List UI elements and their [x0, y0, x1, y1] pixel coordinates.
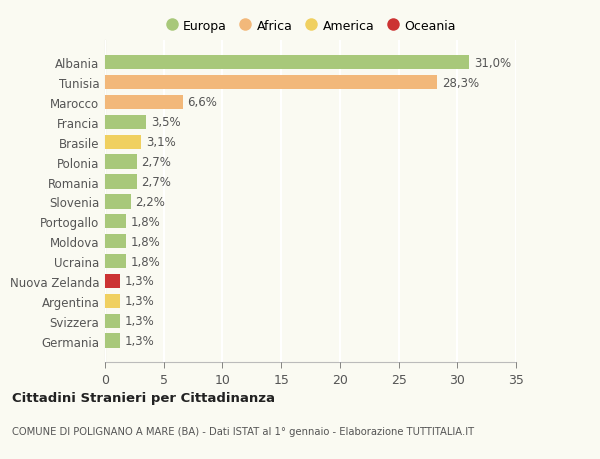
Bar	[105, 254, 126, 269]
Bar	[105, 294, 120, 308]
Bar	[105, 314, 120, 328]
Bar	[105, 76, 437, 90]
Text: 1,3%: 1,3%	[125, 314, 155, 328]
Text: 1,8%: 1,8%	[131, 235, 161, 248]
Bar	[105, 155, 137, 169]
Text: 1,8%: 1,8%	[131, 255, 161, 268]
Text: 28,3%: 28,3%	[442, 76, 479, 90]
Text: 1,3%: 1,3%	[125, 275, 155, 288]
Text: 1,3%: 1,3%	[125, 334, 155, 347]
Text: 3,5%: 3,5%	[151, 116, 181, 129]
Text: 6,6%: 6,6%	[187, 96, 217, 109]
Text: COMUNE DI POLIGNANO A MARE (BA) - Dati ISTAT al 1° gennaio - Elaborazione TUTTIT: COMUNE DI POLIGNANO A MARE (BA) - Dati I…	[12, 426, 474, 436]
Bar	[105, 274, 120, 288]
Bar	[105, 116, 146, 130]
Text: 2,7%: 2,7%	[142, 156, 171, 169]
Text: 3,1%: 3,1%	[146, 136, 176, 149]
Bar	[105, 135, 142, 150]
Text: 1,3%: 1,3%	[125, 295, 155, 308]
Text: 2,7%: 2,7%	[142, 176, 171, 189]
Bar	[105, 334, 120, 348]
Bar	[105, 235, 126, 249]
Text: Cittadini Stranieri per Cittadinanza: Cittadini Stranieri per Cittadinanza	[12, 392, 275, 405]
Text: 2,2%: 2,2%	[136, 196, 166, 208]
Text: 1,8%: 1,8%	[131, 215, 161, 228]
Bar	[105, 215, 126, 229]
Bar	[105, 95, 182, 110]
Text: 31,0%: 31,0%	[474, 56, 511, 70]
Bar	[105, 195, 131, 209]
Bar	[105, 56, 469, 70]
Bar	[105, 175, 137, 189]
Legend: Europa, Africa, America, Oceania: Europa, Africa, America, Oceania	[165, 20, 456, 33]
